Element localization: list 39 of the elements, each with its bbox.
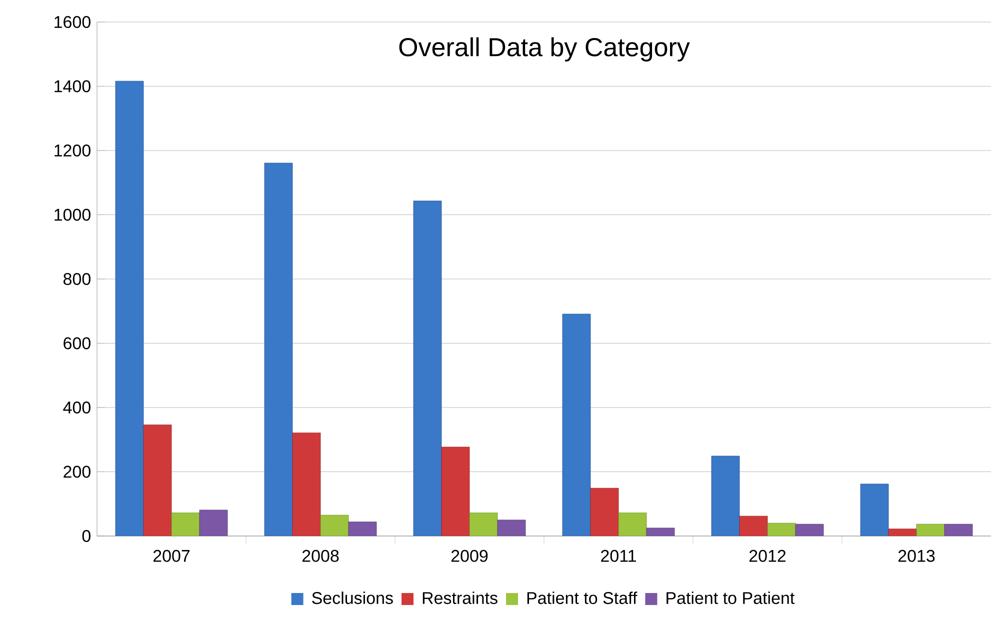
bar xyxy=(348,522,377,536)
bar xyxy=(115,80,144,536)
y-tick-label: 1400 xyxy=(54,80,90,92)
bar xyxy=(199,510,228,536)
bar xyxy=(292,432,321,536)
y-tick-label: 1600 xyxy=(54,16,90,28)
x-tick-label: 2008 xyxy=(302,550,339,562)
x-tick-label: 2013 xyxy=(898,550,935,562)
bar xyxy=(143,424,172,536)
y-tick-label: 400 xyxy=(63,401,90,414)
bar xyxy=(264,162,293,536)
bar xyxy=(413,200,442,536)
legend-label: Seclusions xyxy=(312,592,393,604)
bar xyxy=(497,520,526,536)
y-tick-label: 0 xyxy=(82,530,90,542)
y-tick-label: 1200 xyxy=(54,144,90,157)
x-tick-label: 2009 xyxy=(451,550,488,562)
x-tick-label: 2007 xyxy=(153,550,190,562)
y-tick-label: 200 xyxy=(64,466,90,478)
legend-label: Restraints xyxy=(422,592,498,604)
bar xyxy=(860,484,889,536)
bar xyxy=(469,512,498,536)
x-tick-label: 2012 xyxy=(749,550,786,562)
text: Overall Data by Category xyxy=(399,37,690,62)
bar xyxy=(562,314,591,536)
bar xyxy=(739,516,768,536)
bar xyxy=(618,512,647,536)
bar xyxy=(441,446,470,536)
bar xyxy=(590,488,619,536)
bar xyxy=(711,456,740,536)
x-tick-label: 2011 xyxy=(601,550,636,562)
y-tick-label: 1000 xyxy=(54,208,90,221)
y-tick-label: 800 xyxy=(64,272,90,286)
legend-label: Patient to Patient xyxy=(666,592,795,604)
bar xyxy=(768,523,796,536)
y-tick-label: 600 xyxy=(64,337,90,350)
bar xyxy=(171,512,200,536)
legend-label: Patient to Staff xyxy=(527,592,638,604)
bar xyxy=(320,514,349,536)
